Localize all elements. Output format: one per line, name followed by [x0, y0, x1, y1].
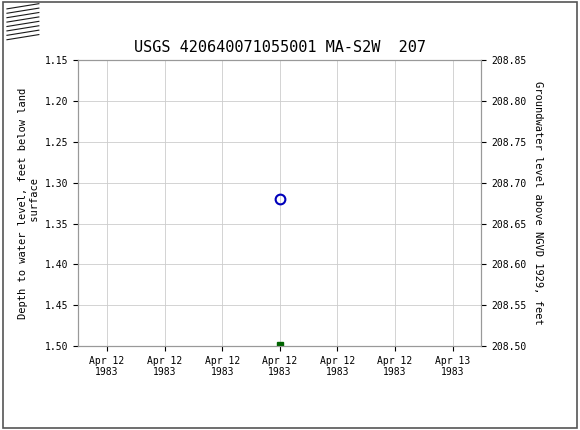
Y-axis label: Groundwater level above NGVD 1929, feet: Groundwater level above NGVD 1929, feet: [533, 81, 543, 325]
Text: USGS: USGS: [49, 14, 104, 31]
Bar: [7, 6, 39, 40]
Y-axis label: Depth to water level, feet below land
 surface: Depth to water level, feet below land su…: [18, 88, 39, 319]
Title: USGS 420640071055001 MA-S2W  207: USGS 420640071055001 MA-S2W 207: [134, 40, 426, 55]
